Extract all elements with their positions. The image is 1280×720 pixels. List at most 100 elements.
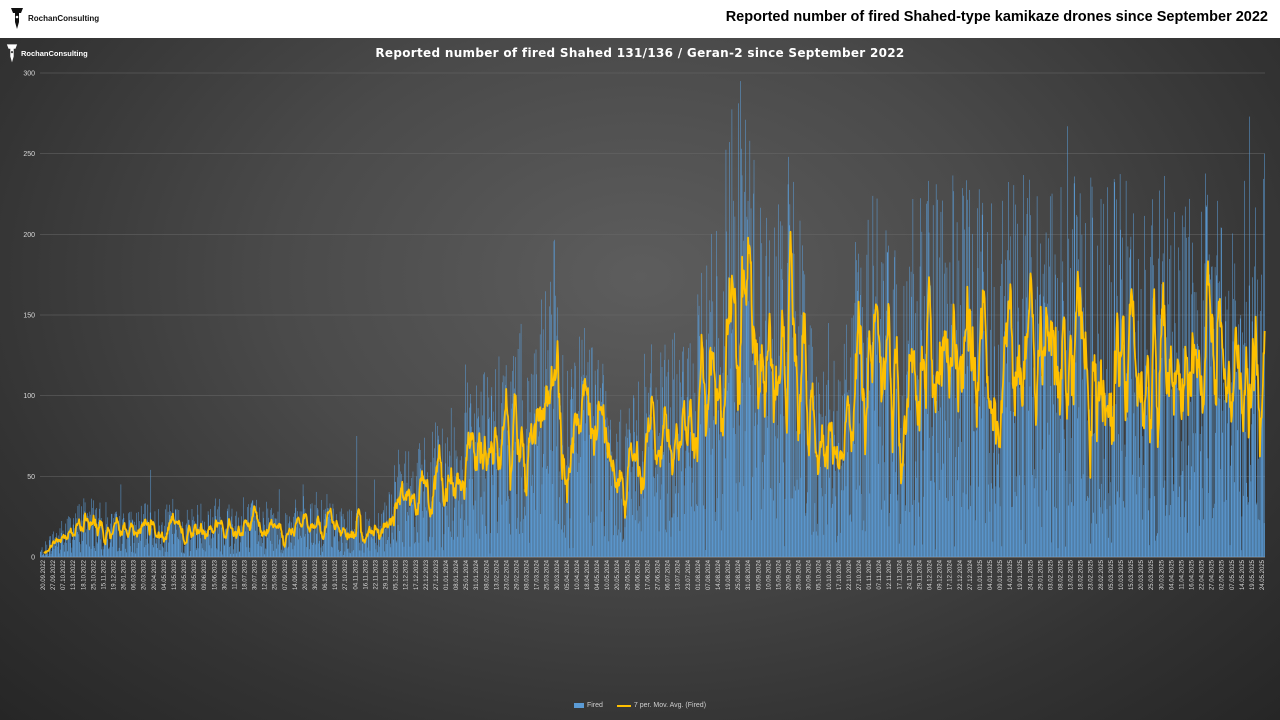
bar bbox=[653, 478, 655, 557]
bar bbox=[443, 550, 444, 557]
bar bbox=[174, 508, 176, 557]
bar bbox=[910, 271, 912, 557]
bar bbox=[252, 500, 254, 557]
bar bbox=[185, 545, 186, 557]
bar bbox=[573, 388, 574, 557]
bar bbox=[786, 352, 788, 557]
bar bbox=[1229, 392, 1230, 557]
bar bbox=[929, 480, 931, 557]
bar bbox=[276, 518, 278, 557]
bar bbox=[1262, 392, 1263, 557]
bar bbox=[228, 521, 229, 557]
bar bbox=[480, 391, 482, 557]
bar bbox=[340, 551, 341, 557]
bar bbox=[494, 442, 496, 557]
bar bbox=[533, 492, 534, 557]
bar bbox=[95, 551, 97, 557]
bar bbox=[500, 439, 502, 557]
x-tick-label: 09.01.2025 bbox=[998, 559, 1004, 590]
bar bbox=[461, 504, 463, 557]
bar bbox=[223, 529, 224, 557]
bar bbox=[883, 462, 885, 557]
bar bbox=[968, 509, 969, 557]
bar bbox=[137, 537, 138, 557]
bar bbox=[1264, 153, 1265, 558]
bar bbox=[1146, 415, 1147, 557]
x-tick-label: 04.11.2023 bbox=[353, 559, 359, 589]
chart-title: Reported number of fired Shahed 131/136 … bbox=[375, 46, 905, 60]
bar bbox=[797, 489, 799, 557]
bar bbox=[688, 452, 690, 557]
bar bbox=[665, 529, 666, 557]
bar bbox=[1104, 500, 1105, 557]
bar bbox=[728, 276, 729, 557]
bar bbox=[439, 501, 441, 557]
bar bbox=[938, 411, 939, 557]
bar bbox=[502, 382, 503, 557]
bar bbox=[159, 525, 160, 557]
bar bbox=[1087, 420, 1089, 557]
bar bbox=[588, 515, 589, 557]
bar bbox=[195, 534, 196, 557]
bar bbox=[352, 537, 354, 557]
bar bbox=[63, 551, 65, 557]
bar bbox=[310, 508, 312, 557]
bar bbox=[823, 534, 825, 557]
bar bbox=[1221, 228, 1222, 557]
bar bbox=[794, 311, 796, 557]
bar bbox=[577, 453, 579, 557]
bar bbox=[1032, 396, 1034, 557]
bar bbox=[241, 532, 243, 557]
bar bbox=[1248, 502, 1249, 557]
bar bbox=[831, 503, 833, 557]
bar bbox=[657, 474, 659, 557]
bar bbox=[1251, 321, 1253, 557]
bar bbox=[1243, 344, 1245, 557]
bar bbox=[140, 540, 141, 557]
bar bbox=[1198, 353, 1200, 557]
bar bbox=[1133, 213, 1134, 558]
bar bbox=[118, 550, 119, 557]
bar bbox=[1135, 367, 1137, 557]
bar bbox=[755, 350, 757, 557]
bar bbox=[1002, 385, 1004, 557]
bar bbox=[605, 391, 607, 557]
bar bbox=[935, 184, 937, 557]
bar bbox=[1061, 340, 1062, 557]
bar bbox=[1254, 266, 1255, 557]
y-tick-label: 0 bbox=[31, 555, 35, 562]
bar bbox=[524, 506, 525, 557]
bar bbox=[606, 452, 607, 557]
bar bbox=[114, 513, 116, 557]
bar bbox=[424, 459, 426, 557]
bar bbox=[1236, 430, 1238, 557]
bar bbox=[470, 403, 472, 557]
bar bbox=[780, 221, 781, 557]
bar bbox=[1095, 523, 1097, 557]
bar bbox=[658, 436, 659, 557]
bar bbox=[840, 532, 841, 557]
bar bbox=[1020, 529, 1022, 557]
x-tick-label: 18.02.2025 bbox=[1079, 559, 1085, 590]
bar bbox=[182, 553, 184, 557]
bar bbox=[843, 490, 844, 557]
bar bbox=[77, 532, 78, 557]
bar bbox=[177, 539, 179, 557]
bar bbox=[731, 333, 732, 557]
bar bbox=[191, 538, 192, 557]
bar bbox=[819, 394, 820, 557]
bar bbox=[637, 510, 638, 557]
bar bbox=[1219, 398, 1221, 557]
bar bbox=[837, 535, 838, 557]
bar bbox=[1099, 361, 1101, 557]
bar bbox=[145, 544, 147, 557]
bar bbox=[912, 504, 913, 557]
bar bbox=[75, 518, 77, 557]
bar bbox=[461, 456, 462, 557]
bar bbox=[829, 409, 831, 557]
bar bbox=[907, 371, 908, 557]
bar bbox=[678, 433, 680, 557]
bar bbox=[952, 175, 954, 557]
bar bbox=[122, 519, 123, 557]
bar bbox=[984, 386, 986, 557]
